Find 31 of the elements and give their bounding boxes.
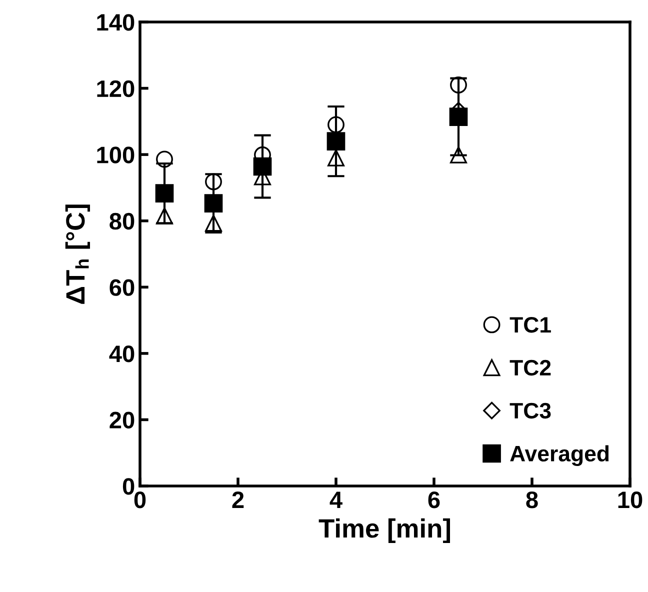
point — [205, 214, 222, 232]
y-tick-label: 40 — [109, 345, 134, 362]
point — [328, 149, 344, 166]
point — [326, 132, 346, 150]
x-tick-label: 4 — [330, 492, 342, 508]
y-tick-label: 20 — [110, 412, 134, 428]
x-tick-label: 0 — [134, 491, 146, 508]
point — [450, 76, 467, 94]
legend-label: Averaged — [510, 445, 609, 466]
x-axis-title: Time [min] — [318, 518, 450, 544]
y-tick-label: 100 — [97, 146, 134, 164]
point — [155, 184, 174, 203]
point — [328, 116, 344, 134]
y-axis-title: ΔT$_{h}$ [°C] — [65, 204, 90, 304]
point — [205, 173, 222, 190]
point — [156, 150, 173, 168]
point — [204, 194, 223, 212]
legend-label: TC3 — [510, 402, 551, 419]
y-tick-label: 140 — [97, 14, 134, 31]
point — [450, 146, 467, 164]
y-tick-label: 120 — [97, 80, 134, 98]
x-tick-label: 2 — [232, 491, 244, 508]
legend-label: TC1 — [510, 316, 551, 333]
x-tick-label: 8 — [526, 491, 538, 508]
x-tick-label: 6 — [428, 491, 440, 508]
point — [156, 207, 173, 224]
legend-label: TC2 — [510, 360, 551, 376]
y-tick-label: 60 — [110, 279, 134, 296]
y-tick-label: 80 — [110, 212, 134, 230]
y-tick-label: 0 — [122, 478, 134, 495]
x-tick-label: 10 — [618, 491, 642, 508]
